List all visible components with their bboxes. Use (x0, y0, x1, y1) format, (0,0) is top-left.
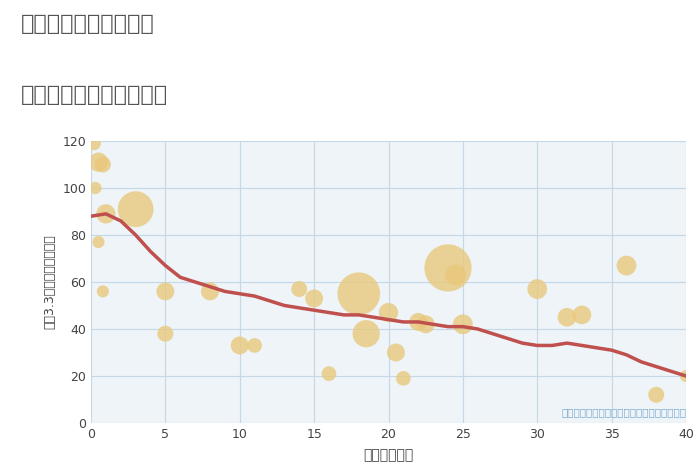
X-axis label: 築年数（年）: 築年数（年） (363, 448, 414, 462)
Point (442, 264, 454, 272)
Point (398, 375, 409, 382)
Point (93, 158, 104, 166)
Point (93, 238, 104, 246)
Point (457, 321, 468, 328)
Point (249, 342, 260, 349)
Point (450, 271, 461, 279)
Point (323, 370, 335, 377)
Point (204, 288, 216, 295)
Point (621, 262, 632, 269)
Point (90, 184, 101, 192)
Point (160, 330, 171, 337)
Point (360, 330, 372, 337)
Point (88, 140, 99, 147)
Point (160, 288, 171, 295)
Point (680, 372, 692, 380)
Point (100, 210, 111, 218)
Point (532, 285, 543, 293)
Point (97, 288, 108, 295)
Point (420, 321, 431, 328)
Point (391, 349, 402, 356)
Point (576, 311, 587, 319)
Text: 円の大きさは、取引のあった物件面積を示す: 円の大きさは、取引のあった物件面積を示す (561, 407, 686, 417)
Point (383, 309, 394, 316)
Text: 三重県桑名市嘉例川の: 三重県桑名市嘉例川の (21, 14, 155, 34)
Point (561, 313, 573, 321)
Point (651, 391, 662, 399)
Point (234, 342, 246, 349)
Point (309, 295, 320, 302)
Text: 築年数別中古戸建て価格: 築年数別中古戸建て価格 (21, 85, 168, 105)
Point (130, 205, 141, 213)
Point (294, 285, 305, 293)
Point (97, 161, 108, 168)
Point (413, 318, 424, 326)
Y-axis label: 坪（3.3㎡）単価（万円）: 坪（3.3㎡）単価（万円） (43, 235, 57, 329)
Point (353, 290, 364, 298)
